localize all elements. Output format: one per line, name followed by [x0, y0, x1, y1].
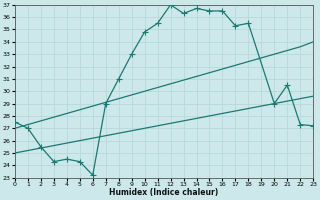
X-axis label: Humidex (Indice chaleur): Humidex (Indice chaleur) — [109, 188, 219, 197]
